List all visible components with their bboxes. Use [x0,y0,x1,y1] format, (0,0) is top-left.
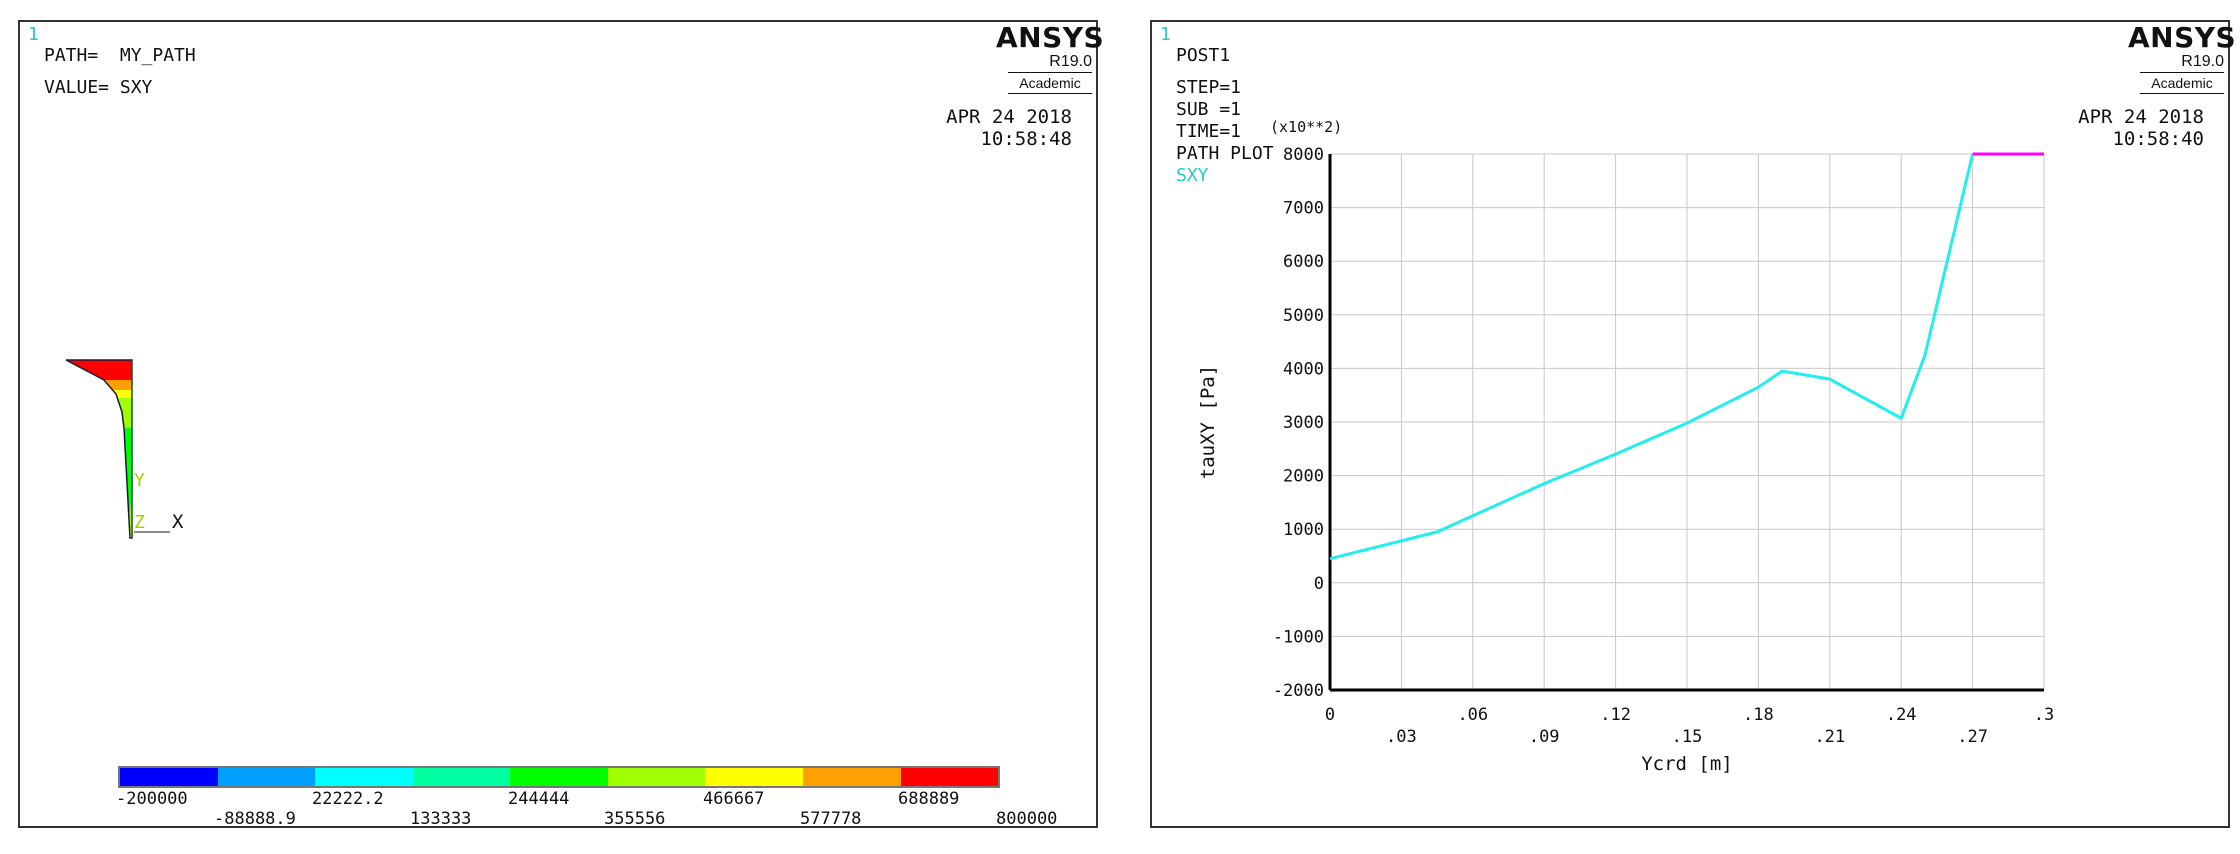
legend-label: 688889 [898,789,960,809]
x-axis-title: Ycrd [m] [1641,753,1733,775]
legend-label: 133333 [410,809,472,829]
plot-date: APR 24 2018 [946,106,1072,128]
info-post: POST1 [1176,45,1231,66]
y-tick-label: 6000 [1283,252,1324,272]
model-geometry: Y Z X [65,359,184,539]
y-tick-label: 0 [1314,574,1324,594]
legend-label: 22222.2 [312,789,384,809]
x-tick-label: .3 [2034,705,2054,725]
plot-time: 10:58:48 [980,128,1072,150]
x-tick-label: .27 [1957,727,1988,747]
path-plot-chart: -2000 -1000 0 1000 2000 3000 4000 5000 6000 7000 8… [1197,118,2054,775]
legend-label: -88888.9 [214,809,296,829]
brand-version: R19.0 [2181,53,2224,70]
y-axis-title: tauXY [Pa] [1197,365,1219,479]
window-number: 1 [1160,24,1171,45]
x-tick-label: .21 [1814,727,1845,747]
info-sub: SUB =1 [1176,99,1242,120]
legend-swatch [412,768,511,786]
x-tick-label: .15 [1672,727,1703,747]
brand-name: ANSYS [2128,21,2237,54]
triad-x-label: X [172,511,184,533]
series-line-sxy [1329,153,1975,561]
triad-z-label: Z [134,512,145,533]
plot-time: 10:58:40 [2112,128,2204,150]
legend-swatch [217,768,316,786]
x-tick-label: .12 [1600,705,1631,725]
legend-swatch [900,768,999,786]
legend-swatch [705,768,803,786]
brand-edition: Academic [2140,75,2224,94]
triad-y-label: Y [134,470,145,491]
y-tick-label: 8000 [1283,145,1324,165]
contour-region-max [66,360,132,380]
y-tick-label: 4000 [1283,359,1324,379]
path-plot-window: 1 POST1 STEP=1 SUB =1 TIME=1 PATH PLOT S… [1150,20,2237,828]
y-multiplier-label: (x10**2) [1270,118,1342,136]
legend-label: 355556 [604,809,666,829]
path-label: PATH= MY_PATH [44,45,196,66]
y-tick-label: 7000 [1283,199,1324,219]
ansys-logo: ANSYS R19.0 Academic [996,21,1105,94]
info-step: STEP=1 [1176,77,1242,98]
x-tick-label: .24 [1886,705,1917,725]
contour-region-yellow [112,390,132,398]
y-tick-label: -2000 [1273,681,1324,701]
x-tick-label: .18 [1743,705,1774,725]
window-number: 1 [28,24,39,45]
y-tick-label: 2000 [1283,467,1324,487]
legend-swatch [315,768,413,786]
legend-swatch [802,768,901,786]
y-tick-label: 3000 [1283,413,1324,433]
plot-date: APR 24 2018 [2078,106,2204,128]
legend-label: 577778 [800,809,862,829]
x-tick-label: 0 [1325,705,1335,725]
brand-version: R19.0 [1049,53,1092,70]
y-tick-label: 1000 [1283,520,1324,540]
info-path-plot: PATH PLOT [1176,143,1274,164]
contour-region-yellowgreen [118,398,132,428]
legend-swatch [120,768,218,786]
contour-legend: -200000 22222.2 244444 466667 688889 -88… [116,766,1057,829]
legend-swatch [510,768,608,786]
brand-edition: Academic [1008,75,1092,94]
contour-plot-window: 1 PATH= MY_PATH VALUE= SXY ANSYS R19.0 A… [18,20,1105,829]
legend-swatch [607,768,706,786]
brand-name: ANSYS [996,21,1105,54]
legend-label: -200000 [116,789,188,809]
ansys-logo: ANSYS R19.0 Academic [2128,21,2237,94]
legend-label: 466667 [703,789,765,809]
x-tick-label: .09 [1529,727,1560,747]
legend-color-bar [118,766,1000,788]
contour-region-green [124,428,132,512]
legend-label: 244444 [508,789,570,809]
x-tick-label: .06 [1457,705,1488,725]
legend-label: 800000 [996,809,1058,829]
value-label: VALUE= SXY [44,77,153,98]
y-tick-label: 5000 [1283,306,1324,326]
info-time: TIME=1 [1176,121,1242,142]
y-tick-label: -1000 [1273,627,1324,647]
x-tick-label: .03 [1386,727,1417,747]
series-label: SXY [1176,165,1209,186]
